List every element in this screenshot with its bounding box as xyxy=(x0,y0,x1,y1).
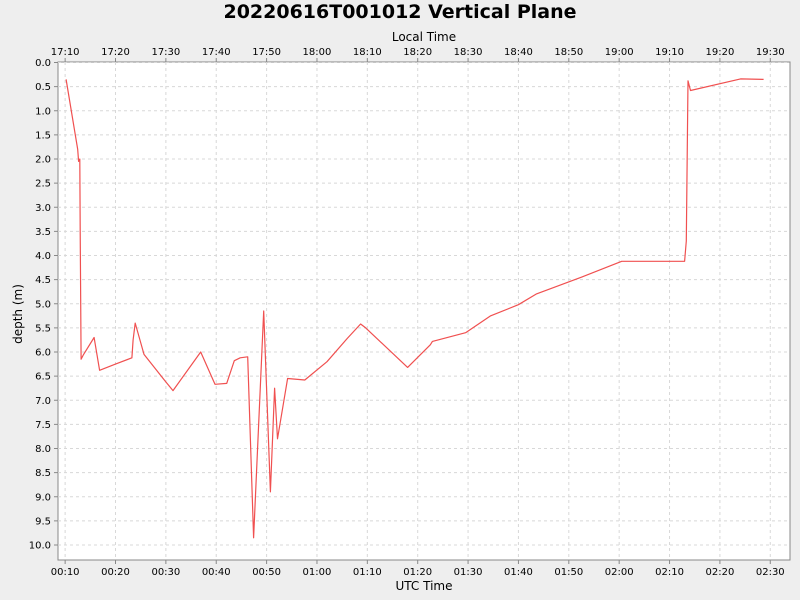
x-tick-label: 00:20 xyxy=(101,567,130,578)
y-tick-label: 4.5 xyxy=(35,275,51,286)
y-axis: 0.0 0.5 1.0 1.5 2.0 2.5 3.0 3.5 4.0 4.5 5.0 5.5 6.0 6… xyxy=(29,58,58,552)
y-tick-label: 8.0 xyxy=(35,444,51,455)
y-tick-label: 7.0 xyxy=(35,396,51,407)
top-tick-label: 17:20 xyxy=(101,47,130,58)
top-tick-label: 17:10 xyxy=(51,47,80,58)
y-tick-label: 3.5 xyxy=(35,227,51,238)
top-tick-label: 19:30 xyxy=(756,47,785,58)
top-tick-label: 18:10 xyxy=(353,47,382,58)
y-tick-label: 7.5 xyxy=(35,420,51,431)
y-tick-label: 2.0 xyxy=(35,155,51,166)
x-axis-label: UTC Time xyxy=(396,579,453,593)
x-tick-label: 02:10 xyxy=(655,567,684,578)
y-tick-label: 9.0 xyxy=(35,492,51,503)
top-axis: 17:10 17:20 17:30 17:40 17:50 18:00 18:10 18:20… xyxy=(51,47,785,62)
top-tick-label: 17:40 xyxy=(202,47,231,58)
x-axis: 00:10 00:20 00:30 00:40 00:50 01:00 01:10 01:20… xyxy=(51,560,785,578)
top-tick-label: 19:20 xyxy=(705,47,734,58)
y-tick-label: 0.0 xyxy=(35,58,51,69)
plot-area xyxy=(57,61,791,561)
x-tick-label: 01:10 xyxy=(353,567,382,578)
x-tick-label: 01:20 xyxy=(403,567,432,578)
y-tick-label: 6.0 xyxy=(35,348,51,359)
x-tick-label: 00:40 xyxy=(202,567,231,578)
top-tick-label: 17:30 xyxy=(151,47,180,58)
y-tick-label: 4.0 xyxy=(35,251,51,262)
top-axis-label: Local Time xyxy=(392,30,456,44)
x-tick-label: 01:00 xyxy=(303,567,332,578)
top-tick-label: 18:00 xyxy=(303,47,332,58)
y-tick-label: 2.5 xyxy=(35,179,51,190)
x-tick-label: 01:30 xyxy=(454,567,483,578)
top-tick-label: 17:50 xyxy=(252,47,281,58)
x-tick-label: 01:40 xyxy=(504,567,533,578)
top-tick-label: 18:50 xyxy=(554,47,583,58)
y-tick-label: 8.5 xyxy=(35,468,51,479)
y-tick-label: 10.0 xyxy=(29,541,51,552)
top-tick-label: 19:00 xyxy=(605,47,634,58)
y-axis-label: depth (m) xyxy=(11,284,25,344)
x-tick-label: 00:10 xyxy=(51,567,80,578)
y-tick-label: 3.0 xyxy=(35,203,51,214)
y-tick-label: 5.0 xyxy=(35,299,51,310)
x-tick-label: 01:50 xyxy=(554,567,583,578)
y-tick-label: 1.5 xyxy=(35,130,51,141)
y-tick-label: 9.5 xyxy=(35,516,51,527)
grid-lines xyxy=(58,62,790,560)
x-tick-label: 02:30 xyxy=(756,567,785,578)
top-tick-label: 19:10 xyxy=(655,47,684,58)
y-tick-label: 5.5 xyxy=(35,323,51,334)
top-tick-label: 18:40 xyxy=(504,47,533,58)
y-tick-label: 6.5 xyxy=(35,372,51,383)
depth-series-line xyxy=(65,78,764,539)
x-tick-label: 02:00 xyxy=(605,567,634,578)
top-tick-label: 18:30 xyxy=(454,47,483,58)
y-tick-label: 0.5 xyxy=(35,82,51,93)
x-tick-label: 02:20 xyxy=(705,567,734,578)
top-tick-label: 18:20 xyxy=(403,47,432,58)
x-tick-label: 00:50 xyxy=(252,567,281,578)
chart-title: 20220616T001012 Vertical Plane xyxy=(223,1,576,23)
y-tick-label: 1.0 xyxy=(35,106,51,117)
x-tick-label: 00:30 xyxy=(151,567,180,578)
series-group xyxy=(65,78,764,539)
